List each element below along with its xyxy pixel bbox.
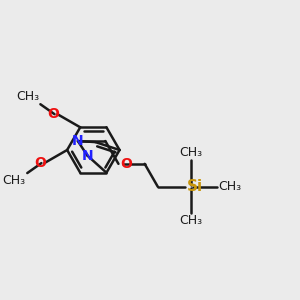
Text: O: O [121, 157, 132, 171]
Text: O: O [34, 156, 46, 170]
Text: N: N [82, 149, 93, 163]
Text: CH₃: CH₃ [218, 180, 241, 193]
Text: CH₃: CH₃ [16, 90, 39, 104]
Text: Si: Si [187, 179, 203, 194]
Text: CH₃: CH₃ [3, 174, 26, 187]
Text: O: O [47, 107, 59, 121]
Text: CH₃: CH₃ [179, 214, 202, 227]
Text: CH₃: CH₃ [179, 146, 202, 159]
Text: N: N [72, 134, 84, 148]
